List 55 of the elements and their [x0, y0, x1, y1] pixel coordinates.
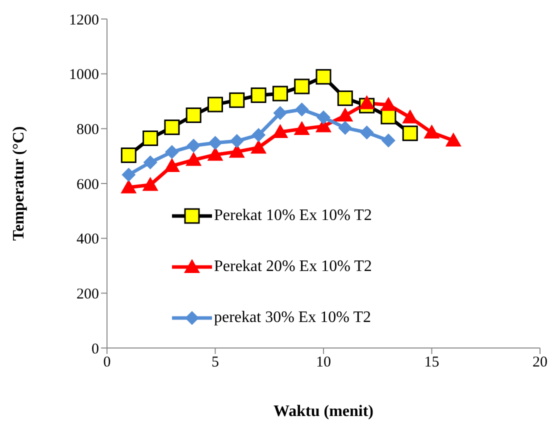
- point: [252, 128, 266, 142]
- point: [186, 152, 202, 166]
- y-tick-label: 0: [92, 341, 99, 358]
- point: [273, 106, 288, 120]
- y-tick-label: 600: [76, 176, 99, 193]
- x-tick-label: 5: [212, 354, 219, 371]
- y-axis-title: Temperatur (°C): [10, 126, 28, 241]
- point: [358, 95, 375, 110]
- point: [229, 92, 245, 108]
- point: [250, 87, 266, 103]
- point: [120, 179, 137, 194]
- point: [142, 130, 158, 146]
- x-axis-title: Waktu (menit): [274, 403, 374, 420]
- point: [445, 132, 462, 146]
- x-tick-label: 20: [532, 354, 548, 371]
- point: [402, 126, 418, 142]
- point: [120, 148, 136, 164]
- point: [186, 138, 201, 153]
- point: [381, 133, 396, 148]
- point: [294, 102, 309, 116]
- y-tick-label: 800: [76, 122, 99, 138]
- point: [208, 96, 223, 112]
- legend-label: Perekat 10% Ex 10% T2: [214, 206, 372, 224]
- point: [122, 168, 136, 182]
- point: [424, 124, 440, 139]
- x-tick-label: 10: [316, 354, 331, 371]
- x-tick-label: 0: [103, 354, 111, 371]
- point: [142, 176, 158, 191]
- point: [272, 124, 288, 138]
- point: [316, 69, 332, 85]
- y-tick-label: 1000: [69, 67, 99, 84]
- legend-label: perekat 30% Ex 10% T2: [214, 308, 371, 326]
- point: [294, 78, 310, 94]
- point: [360, 126, 374, 140]
- point: [164, 144, 179, 159]
- point: [316, 110, 330, 124]
- legend-label: Perekat 20% Ex 10% T2: [214, 258, 372, 276]
- point: [380, 96, 396, 111]
- y-tick-label: 400: [76, 232, 99, 248]
- point: [337, 90, 353, 106]
- y-tick-label: 200: [76, 286, 99, 302]
- y-tick-label: 1200: [69, 12, 99, 28]
- point: [272, 86, 288, 102]
- point: [294, 120, 310, 135]
- x-tick-label: 15: [424, 354, 440, 371]
- point: [186, 107, 202, 123]
- point: [250, 140, 267, 154]
- point: [338, 120, 352, 135]
- point: [208, 136, 222, 150]
- point: [207, 146, 224, 161]
- point: [337, 108, 354, 122]
- point: [143, 155, 158, 170]
- point: [164, 120, 180, 136]
- point: [164, 158, 180, 172]
- point: [230, 134, 244, 148]
